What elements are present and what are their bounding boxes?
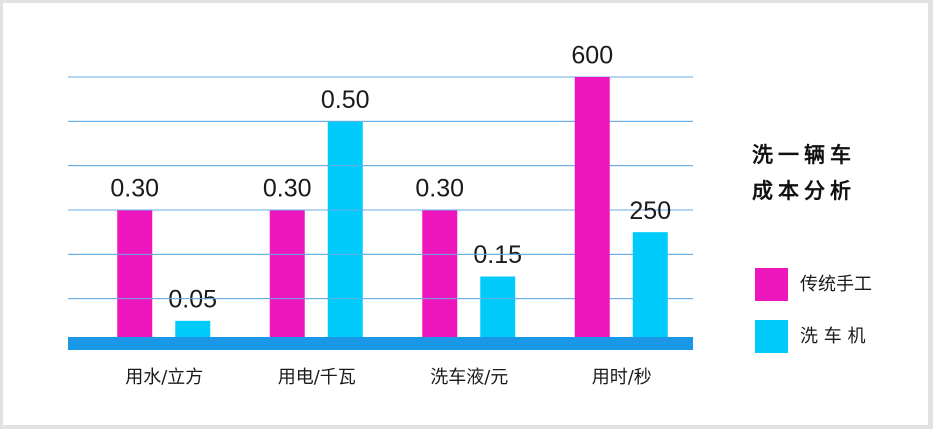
x-tick-label: 用水/立方 (125, 367, 203, 388)
value-label: 0.05 (168, 285, 217, 313)
bar (632, 232, 668, 343)
value-label: 0.30 (263, 175, 312, 203)
x-tick-label: 洗车液/元 (430, 367, 508, 388)
x-axis (68, 337, 693, 350)
chart-title: 洗一辆车 (752, 143, 856, 167)
x-tick-label: 用电/千瓦 (278, 367, 356, 388)
legend-swatch (755, 320, 788, 353)
bar (117, 210, 153, 343)
chart-subtitle: 成本分析 (752, 179, 856, 203)
bar (327, 121, 363, 343)
value-label: 600 (571, 42, 613, 70)
value-label: 0.30 (110, 175, 159, 203)
value-label: 0.15 (473, 241, 522, 269)
bar (480, 276, 516, 343)
legend-label: 传统手工 (800, 274, 872, 295)
bar (422, 210, 458, 343)
legend-label: 洗 车 机 (800, 326, 865, 347)
bar (574, 77, 610, 343)
panel (3, 3, 928, 425)
x-tick-label: 用时/秒 (592, 367, 652, 388)
value-label: 250 (629, 197, 671, 225)
bar (269, 210, 305, 343)
value-label: 0.30 (415, 175, 464, 203)
legend-swatch (755, 268, 788, 301)
value-label: 0.50 (321, 86, 370, 114)
